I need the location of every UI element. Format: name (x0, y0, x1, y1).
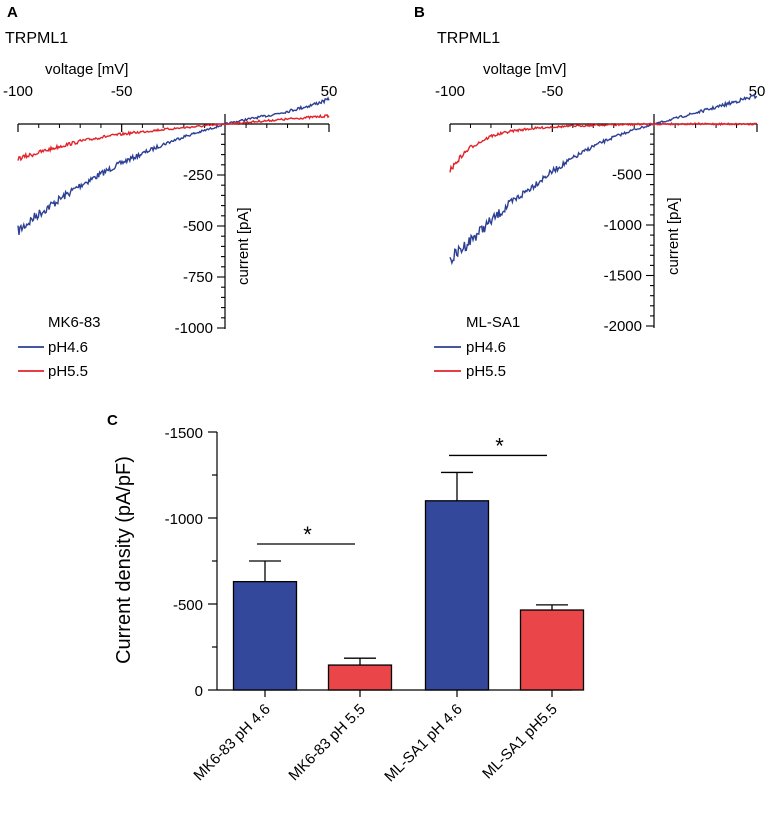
panel-c-bar-0 (232, 580, 298, 691)
panel-c-x-tick-label-2: ML-SA1 pH 4.6 (381, 701, 466, 786)
panel-c-y-ticks: 0 -500 -1000 -1500 (165, 425, 217, 700)
panel-b-series-ph55-trace (449, 121, 758, 173)
panel-b-x-axis-label: voltage [mV] (483, 61, 566, 78)
panel-a-y-tick-label-2: -750 (183, 269, 213, 286)
panel-a-legend-label-ph46: pH4.6 (48, 339, 88, 356)
panel-a-x-axis-label: voltage [mV] (45, 61, 128, 78)
panel-c-bars (232, 471, 585, 691)
panel-b-y-ticks: -500 -1000 -1500 -2000 (604, 133, 654, 335)
panel-c-x-tick-label-1: MK6-83 pH 5.5 (285, 701, 368, 784)
panel-a-letter: A (7, 4, 18, 21)
panel-c-bar-2 (424, 500, 490, 691)
panel-b-legend-title: ML-SA1 (466, 314, 520, 331)
panel-b-title: TRPML1 (437, 30, 500, 47)
panel-b-legend: ML-SA1 pH4.6 pH5.5 (434, 314, 520, 380)
panel-a: A TRPML1 voltage [mV] current [pA] -100-… (3, 4, 337, 380)
panel-a-y-tick-label-1: -500 (183, 218, 213, 235)
panel-b-y-tick-label-3: -2000 (604, 318, 642, 335)
panel-c-y-tick-label-1: -500 (173, 597, 203, 614)
panel-a-title: TRPML1 (5, 30, 68, 47)
panel-a-x-ticks: -100 -50 50 (3, 83, 337, 132)
panel-b-legend-label-ph46: pH4.6 (466, 339, 506, 356)
panel-c-significance-star-1: * (495, 433, 504, 458)
panel-a-y-tick-label-3: -1000 (175, 320, 213, 337)
panel-b: B TRPML1 voltage [mV] current [pA] -100-… (414, 4, 765, 380)
panel-a-series (17, 96, 330, 235)
panel-c-significance-star-0: * (303, 522, 312, 547)
panel-a-y-ticks: -250 -500 -750 -1000 (175, 133, 225, 337)
panel-c-y-axis-label: Current density (pA/pF) (113, 456, 135, 664)
panel-c-x-tick-label-3: ML-SA1 pH5.5 (479, 701, 561, 783)
panel-b-legend-label-ph55: pH5.5 (466, 363, 506, 380)
panel-c-letter: C (107, 412, 118, 429)
panel-c-bar-1 (327, 664, 393, 691)
panel-a-series-ph55-trace (17, 113, 330, 162)
panel-c-x-tick-label-0: MK6-83 pH 4.6 (190, 701, 273, 784)
panel-b-x-tick-label-0: -100 (435, 83, 465, 100)
panel-b-x-tick-label-1: -50 (541, 83, 563, 100)
panel-b-series-ph46-trace (449, 93, 758, 266)
panel-b-y-tick-label-0: -500 (612, 167, 642, 184)
panel-b-x-tick-label-2: 50 (749, 83, 766, 100)
panel-c-significance: ** (257, 433, 547, 547)
panel-a-x-tick-label-1: -50 (111, 83, 133, 100)
panel-b-y-tick-label-2: -1500 (604, 268, 642, 285)
panel-c-y-tick-label-0: 0 (195, 683, 203, 700)
panel-a-legend-label-ph55: pH5.5 (48, 363, 88, 380)
panel-b-y-tick-label-1: -1000 (604, 217, 642, 234)
panel-a-legend-title: MK6-83 (48, 314, 101, 331)
panel-c-y-tick-label-3: -1500 (165, 425, 203, 442)
panel-b-y-axis-label: current [pA] (665, 197, 682, 275)
panel-a-y-axis-label: current [pA] (235, 207, 252, 285)
panel-c-x-labels: MK6-83 pH 4.6 MK6-83 pH 5.5 ML-SA1 pH 4.6 M… (190, 690, 561, 786)
panel-a-series-ph46-trace (17, 96, 330, 235)
panel-c-y-tick-label-2: -1000 (165, 511, 203, 528)
panel-b-letter: B (414, 4, 425, 21)
panel-a-x-tick-label-2: 50 (321, 83, 338, 100)
panel-b-series (449, 93, 758, 266)
panel-c-bar-3 (519, 609, 585, 691)
panel-a-x-tick-label-0: -100 (3, 83, 33, 100)
panel-b-x-ticks: -100 -50 50 (435, 83, 765, 132)
panel-a-legend: MK6-83 pH4.6 pH5.5 (18, 314, 101, 380)
panel-a-y-tick-label-0: -250 (183, 167, 213, 184)
panel-c: C Current density (pA/pF) 0 -500 -1000 -150… (107, 412, 585, 786)
